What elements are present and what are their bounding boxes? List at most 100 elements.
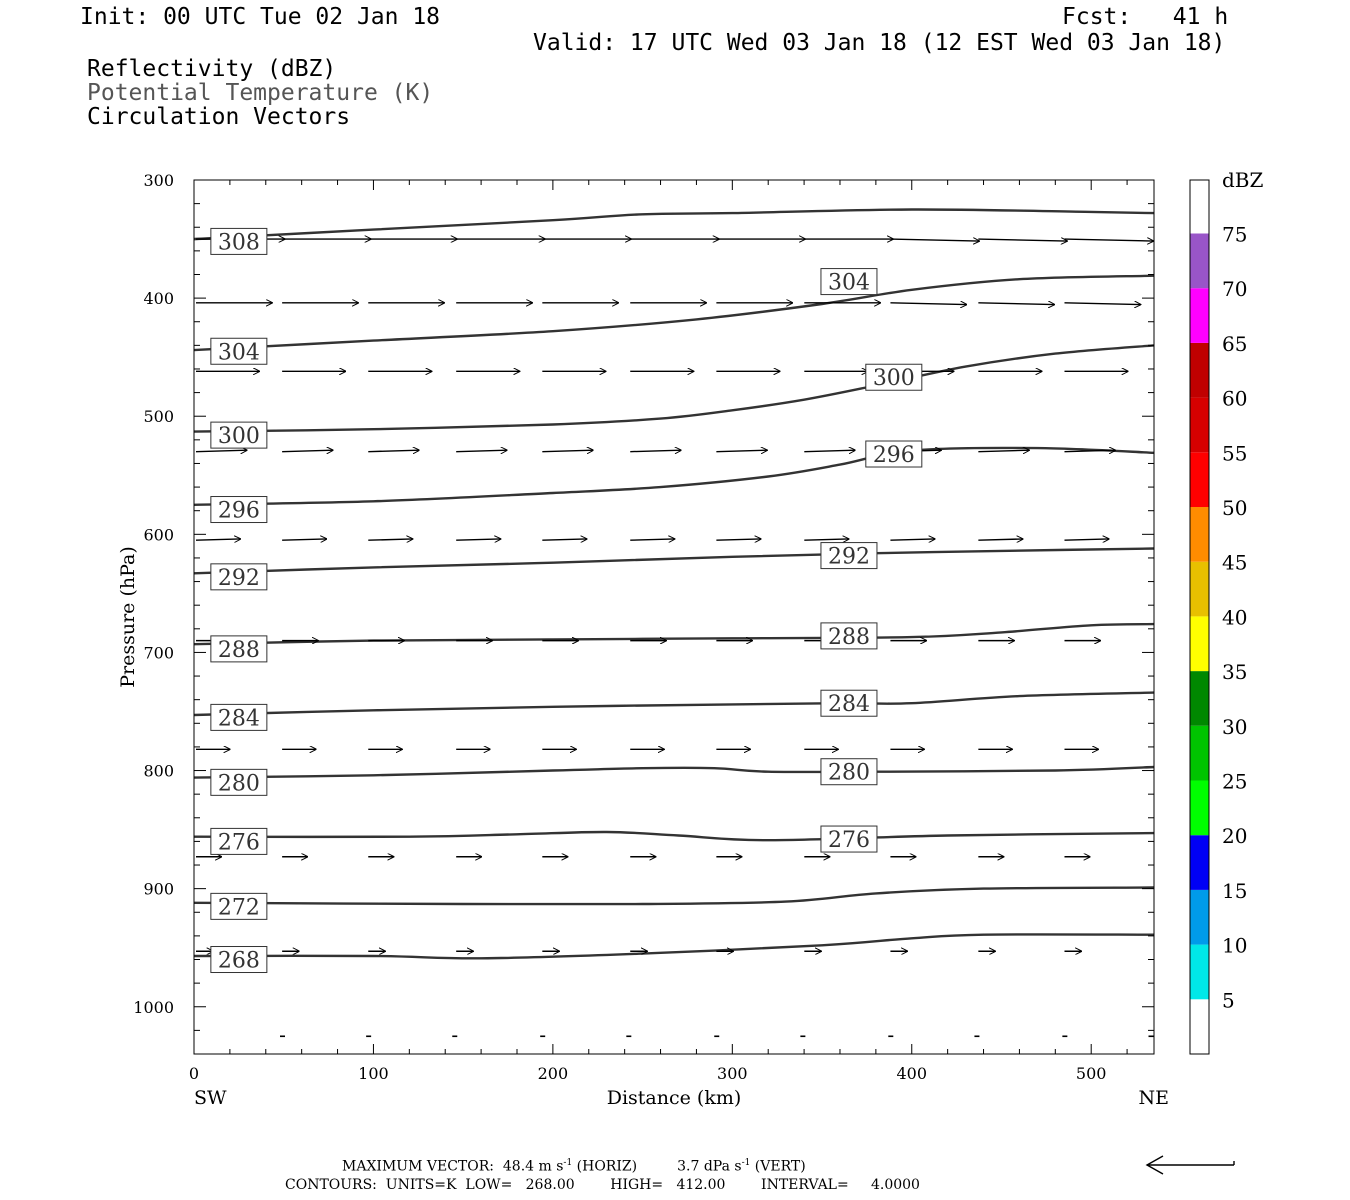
colorbar-swatch [1190, 780, 1209, 836]
x-end-label-right: NE [1139, 1087, 1170, 1109]
colorbar-swatch [1190, 889, 1209, 945]
theta-contour-292 [193, 547, 1155, 575]
theta-contour-268 [193, 933, 1155, 960]
vector-arrow [890, 239, 979, 241]
colorbar-tick-label: 70 [1222, 277, 1247, 301]
colorbar-swatch [1190, 671, 1209, 726]
svg-text:304: 304 [828, 271, 870, 296]
colorbar-swatch [1190, 944, 1209, 1000]
colorbar-tick-label: 20 [1222, 824, 1247, 848]
theta-label-288: 288 [210, 635, 268, 663]
theta-label-288: 288 [820, 622, 878, 650]
field-reflectivity: Reflectivity (dBZ) [87, 56, 337, 82]
colorbar-tick-label: 65 [1222, 332, 1247, 356]
colorbar-tick-label: 75 [1222, 223, 1247, 247]
theta-label-304: 304 [210, 337, 268, 365]
svg-text:292: 292 [218, 566, 260, 591]
svg-text:272: 272 [218, 895, 260, 920]
svg-text:268: 268 [218, 949, 260, 974]
svg-text:276: 276 [828, 828, 870, 853]
svg-text:292: 292 [828, 545, 870, 570]
theta-contour-296 [193, 446, 1155, 506]
vector-arrow [195, 450, 247, 451]
colorbar-tick-label: 15 [1222, 879, 1247, 903]
colorbar-swatch [1190, 507, 1209, 562]
theta-contour-284 [193, 691, 1155, 717]
x-end-label-left: SW [194, 1087, 227, 1109]
maximum-vector-line: MAXIMUM VECTOR: 48.4 m s-1 (HORIZ) 3.7 d… [342, 1158, 806, 1175]
colorbar-swatch [1190, 342, 1209, 398]
theta-label-280: 280 [820, 758, 878, 786]
svg-text:304: 304 [218, 340, 260, 365]
vector-arrow [890, 303, 966, 305]
y-tick-label: 400 [143, 289, 174, 308]
y-axis-label: Pressure (hPa) [117, 546, 139, 688]
colorbar-swatch [1190, 452, 1209, 507]
vector-arrow [804, 450, 855, 451]
vector-arrow [630, 450, 681, 451]
colorbar-swatch [1190, 397, 1209, 453]
colorbar-tick-label: 5 [1222, 988, 1235, 1012]
theta-label-292: 292 [210, 563, 268, 591]
vector-arrow [978, 450, 1029, 451]
colorbar-swatch [1190, 180, 1209, 234]
theta-label-280: 280 [210, 768, 268, 796]
svg-text:296: 296 [873, 443, 915, 468]
svg-text:284: 284 [828, 692, 870, 717]
svg-text:288: 288 [828, 625, 870, 650]
x-axis-label: Distance (km) [607, 1087, 742, 1109]
colorbar-swatch [1190, 835, 1209, 890]
theta-label-276: 276 [820, 825, 878, 853]
svg-text:280: 280 [828, 761, 870, 786]
theta-contour-276 [193, 830, 1155, 842]
colorbar-tick-label: 35 [1222, 660, 1247, 684]
theta-contour-300 [193, 344, 1155, 433]
colorbar-swatch [1190, 561, 1209, 617]
theta-label-276: 276 [210, 827, 268, 855]
svg-text:276: 276 [218, 830, 260, 855]
vector-arrow [1064, 239, 1153, 241]
vector-arrow [368, 539, 412, 540]
y-tick-label: 1000 [133, 998, 174, 1017]
vector-arrow [456, 450, 507, 451]
y-tick-label: 800 [143, 762, 174, 781]
svg-text:296: 296 [218, 499, 260, 524]
contours-info: CONTOURS: UNITS=K LOW= 268.00 HIGH= 412.… [285, 1177, 920, 1193]
svg-text:300: 300 [873, 366, 915, 391]
x-tick-label: 300 [717, 1064, 748, 1083]
circulation-vectors [195, 239, 1153, 1038]
y-tick-label: 900 [143, 880, 174, 899]
init-time: Init: 00 UTC Tue 02 Jan 18 [80, 4, 441, 30]
vector-arrow [1064, 450, 1115, 451]
vector-arrow [456, 539, 500, 540]
vector-arrow [978, 539, 1022, 540]
svg-text:280: 280 [218, 771, 260, 796]
x-tick-label: 200 [538, 1064, 569, 1083]
vector-arrow [1064, 539, 1108, 540]
y-tick-label: 700 [143, 643, 174, 662]
vector-arrow [978, 239, 1067, 241]
theta-label-308: 308 [210, 227, 268, 255]
theta-label-300: 300 [865, 363, 923, 391]
colorbar-swatch [1190, 725, 1209, 781]
colorbar-label: dBZ [1222, 168, 1264, 192]
x-tick-label: 500 [1076, 1064, 1107, 1083]
theta-label-292: 292 [820, 542, 878, 570]
svg-text:288: 288 [218, 638, 260, 663]
plot-frame [193, 179, 1155, 1055]
y-tick-label: 300 [143, 171, 174, 190]
colorbar-swatch [1190, 288, 1209, 343]
colorbar: 5 10 15 20 25 30 35 40 45 50 55 60 65 70 75 [1189, 179, 1247, 1055]
theta-label-268: 268 [210, 946, 268, 974]
forecast-hour: Fcst: 41 h [1062, 4, 1229, 30]
x-tick-label: 400 [896, 1064, 927, 1083]
theta-contour-308 [193, 208, 1155, 241]
colorbar-swatch [1190, 616, 1209, 672]
theta-label-304: 304 [820, 268, 878, 296]
svg-text:308: 308 [218, 230, 260, 255]
vector-arrow [890, 539, 934, 540]
colorbar-swatch [1190, 233, 1209, 289]
colorbar-tick-label: 50 [1222, 496, 1247, 520]
vector-arrow [542, 539, 586, 540]
